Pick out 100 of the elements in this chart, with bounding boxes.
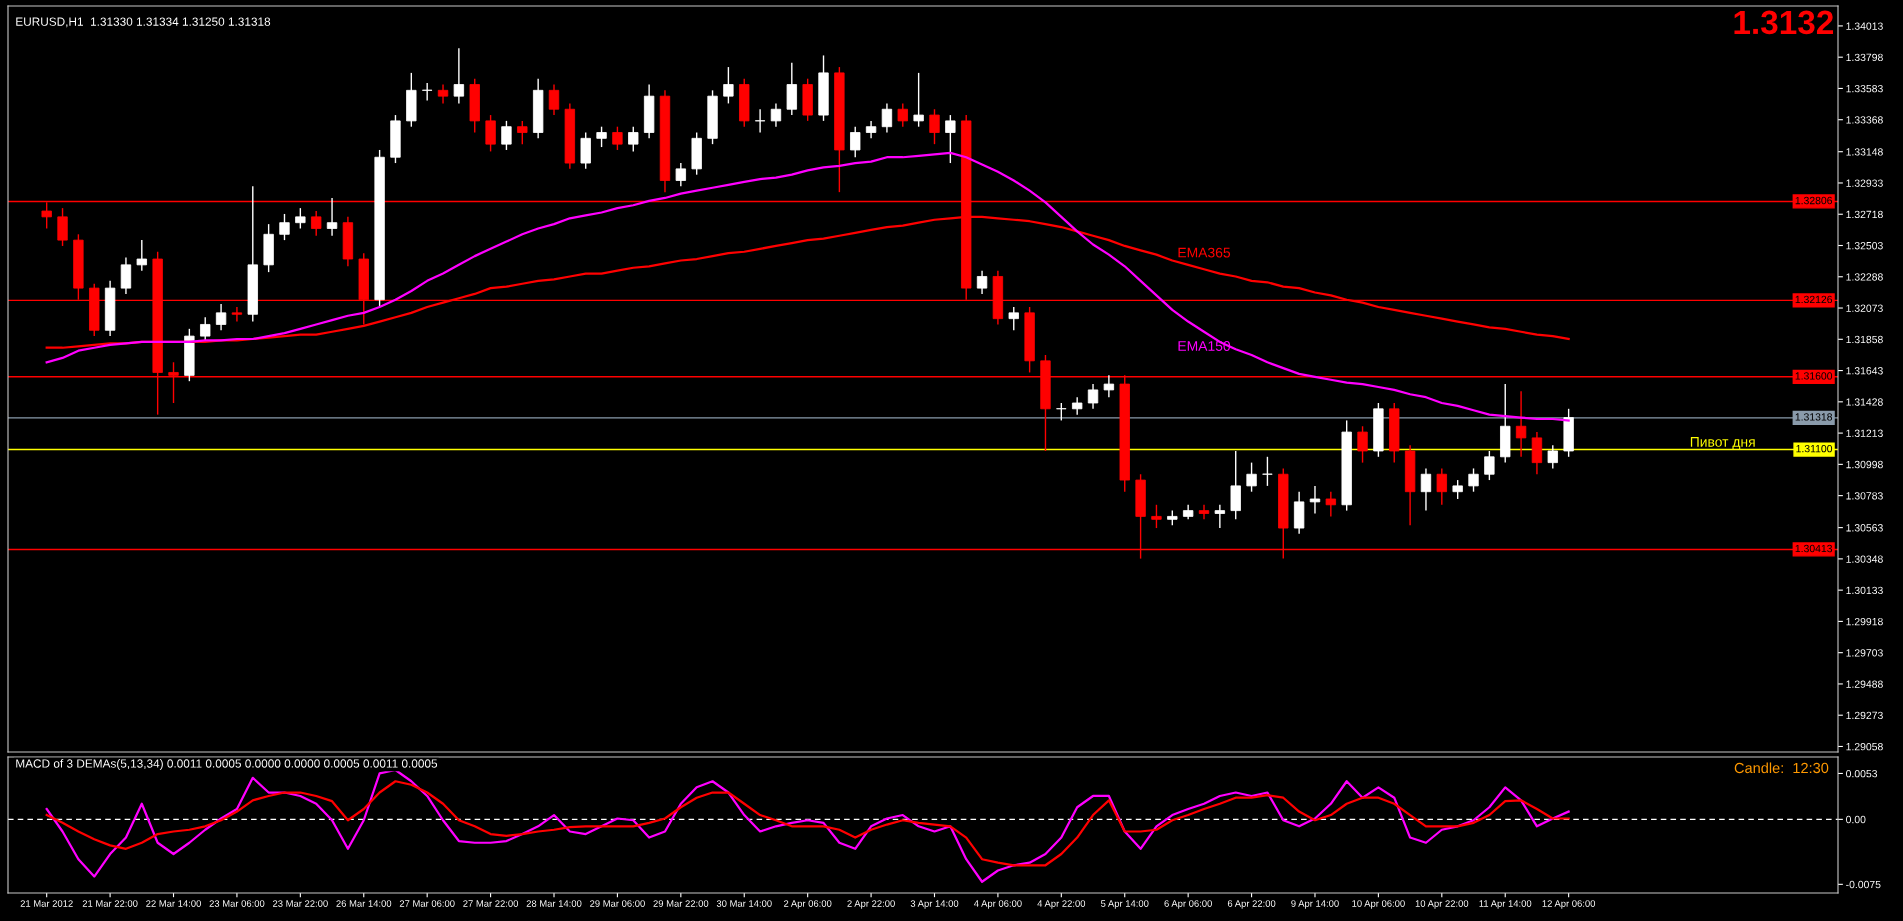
y-tick-label: 1.33148 bbox=[1846, 148, 1883, 156]
candlestick bbox=[57, 207, 68, 247]
ref-line-label: 1.32806 bbox=[1795, 196, 1833, 205]
x-tick-label: 29 Mar 06:00 bbox=[590, 900, 645, 907]
x-tick-label: 26 Mar 14:00 bbox=[336, 900, 392, 907]
x-tick-label: 27 Mar 22:00 bbox=[463, 900, 519, 907]
ref-line-label: 1.31600 bbox=[1795, 372, 1833, 380]
x-tick-label: 12 Apr 06:00 bbox=[1542, 900, 1596, 909]
series-label: EMA150 bbox=[1178, 341, 1231, 351]
y-tick-label: 1.32503 bbox=[1846, 242, 1883, 250]
x-tick-label: 3 Apr 14:00 bbox=[910, 900, 959, 909]
candlestick bbox=[1103, 374, 1115, 398]
candlestick bbox=[1484, 450, 1495, 481]
candlestick bbox=[1468, 467, 1479, 493]
candlestick bbox=[596, 126, 607, 148]
candlestick bbox=[1008, 306, 1019, 331]
y-tick-label: 1.30998 bbox=[1846, 460, 1883, 469]
ref-line-label: 1.32126 bbox=[1795, 295, 1833, 304]
y-tick-label: 1.30563 bbox=[1846, 524, 1883, 532]
candlestick bbox=[1547, 444, 1558, 470]
candlestick bbox=[136, 239, 147, 272]
candlestick bbox=[1515, 390, 1527, 458]
y-tick-label: 1.31428 bbox=[1846, 398, 1883, 406]
y-tick-label: 1.29273 bbox=[1846, 711, 1883, 720]
candlestick bbox=[326, 197, 338, 237]
series-label: EMA365 bbox=[1178, 247, 1231, 258]
y-tick-label: 1.29703 bbox=[1846, 649, 1883, 657]
candlestick bbox=[628, 126, 639, 153]
x-tick-label: 4 Apr 22:00 bbox=[1037, 900, 1086, 909]
candlestick bbox=[675, 162, 687, 188]
candlestick bbox=[945, 114, 956, 164]
y-tick-label: 1.33368 bbox=[1846, 116, 1883, 124]
x-tick-label: 23 Mar 22:00 bbox=[273, 900, 328, 907]
y-tick-label: 1.31213 bbox=[1846, 429, 1883, 437]
x-tick-label: 5 Apr 14:00 bbox=[1100, 900, 1149, 909]
y-tick-label: 1.29488 bbox=[1846, 680, 1883, 688]
candlestick bbox=[279, 213, 290, 241]
ref-line-label: 1.31100 bbox=[1796, 444, 1833, 453]
y-tick-label: 1.29918 bbox=[1846, 617, 1883, 626]
candlestick bbox=[1325, 491, 1337, 518]
y-tick-label: 1.34013 bbox=[1846, 22, 1883, 30]
candlestick bbox=[1214, 504, 1226, 529]
candlestick bbox=[1420, 467, 1432, 512]
x-tick-label: 21 Mar 22:00 bbox=[82, 900, 138, 907]
x-tick-label: 21 Mar 2012 bbox=[20, 900, 73, 907]
x-tick-label: 30 Mar 14:00 bbox=[716, 900, 772, 907]
x-tick-label: 10 Apr 06:00 bbox=[1352, 900, 1405, 909]
y-tick-label: 1.29058 bbox=[1846, 742, 1883, 751]
x-tick-label: 6 Apr 22:00 bbox=[1227, 900, 1276, 909]
candlestick bbox=[754, 108, 766, 134]
candlestick bbox=[881, 102, 893, 134]
candlestick bbox=[1198, 504, 1210, 521]
candlestick bbox=[1357, 425, 1368, 464]
y-tick-label: 1.32933 bbox=[1846, 179, 1883, 187]
candlestick bbox=[850, 126, 861, 158]
y-tick-label: 0.0053 bbox=[1846, 769, 1878, 778]
x-tick-label: 9 Apr 14:00 bbox=[1291, 900, 1339, 909]
candlestick bbox=[1246, 461, 1257, 493]
x-tick-label: 2 Apr 06:00 bbox=[783, 900, 832, 909]
chart-title: MACD of 3 DEMAs(5,13,34) 0.0011 0.0005 0.0000 0.0000 0.0005 0.0011 0.0005 bbox=[16, 759, 438, 771]
x-tick-label: 28 Mar 14:00 bbox=[526, 900, 582, 907]
candlestick bbox=[929, 108, 940, 145]
line-series bbox=[45, 768, 1570, 883]
y-tick-label: -0.0075 bbox=[1846, 880, 1881, 889]
y-tick-label: 1.33798 bbox=[1846, 53, 1883, 62]
x-tick-label: 29 Mar 22:00 bbox=[653, 900, 709, 907]
y-tick-label: 1.30348 bbox=[1846, 555, 1883, 563]
candlestick bbox=[422, 82, 433, 102]
y-tick-label: 1.31858 bbox=[1846, 335, 1883, 344]
x-tick-label: 10 Apr 22:00 bbox=[1415, 900, 1469, 909]
candlestick bbox=[453, 47, 465, 105]
candlestick bbox=[1436, 467, 1447, 506]
text: EURUSD,H1 1.31330 1.31334 1.31250 1.31318 bbox=[16, 17, 271, 28]
x-tick-label: 11 Apr 14:00 bbox=[1479, 900, 1532, 909]
y-tick-label: 1.32718 bbox=[1846, 210, 1883, 219]
candlestick bbox=[913, 72, 924, 128]
y-tick-label: 1.31643 bbox=[1846, 367, 1883, 375]
ref-line-label: 1.31318 bbox=[1795, 413, 1833, 421]
candlestick bbox=[1072, 396, 1083, 416]
x-tick-label: 22 Mar 14:00 bbox=[146, 900, 201, 907]
x-tick-label: 23 Mar 06:00 bbox=[209, 900, 265, 907]
x-tick-label: 27 Mar 06:00 bbox=[399, 900, 455, 907]
candlestick bbox=[311, 210, 322, 237]
candlestick bbox=[1309, 485, 1321, 515]
candlestick bbox=[437, 83, 449, 105]
candlestick bbox=[976, 269, 988, 295]
candlestick bbox=[1087, 383, 1099, 410]
x-tick-label: 4 Apr 06:00 bbox=[973, 900, 1022, 909]
candlestick bbox=[548, 83, 560, 116]
x-tick-label: 2 Apr 22:00 bbox=[847, 900, 895, 909]
y-tick-label: 1.33583 bbox=[1846, 84, 1883, 93]
candlestick bbox=[120, 256, 132, 295]
y-tick-label: 1.32288 bbox=[1846, 273, 1883, 281]
text: Candle: 12:30 bbox=[1734, 762, 1829, 774]
candlestick bbox=[485, 114, 496, 153]
annotation: Пивот дня bbox=[1690, 437, 1755, 450]
candlestick bbox=[723, 66, 734, 105]
ref-line-label: 1.30413 bbox=[1795, 544, 1833, 553]
candlestick bbox=[1452, 479, 1463, 500]
candlestick bbox=[612, 126, 623, 151]
